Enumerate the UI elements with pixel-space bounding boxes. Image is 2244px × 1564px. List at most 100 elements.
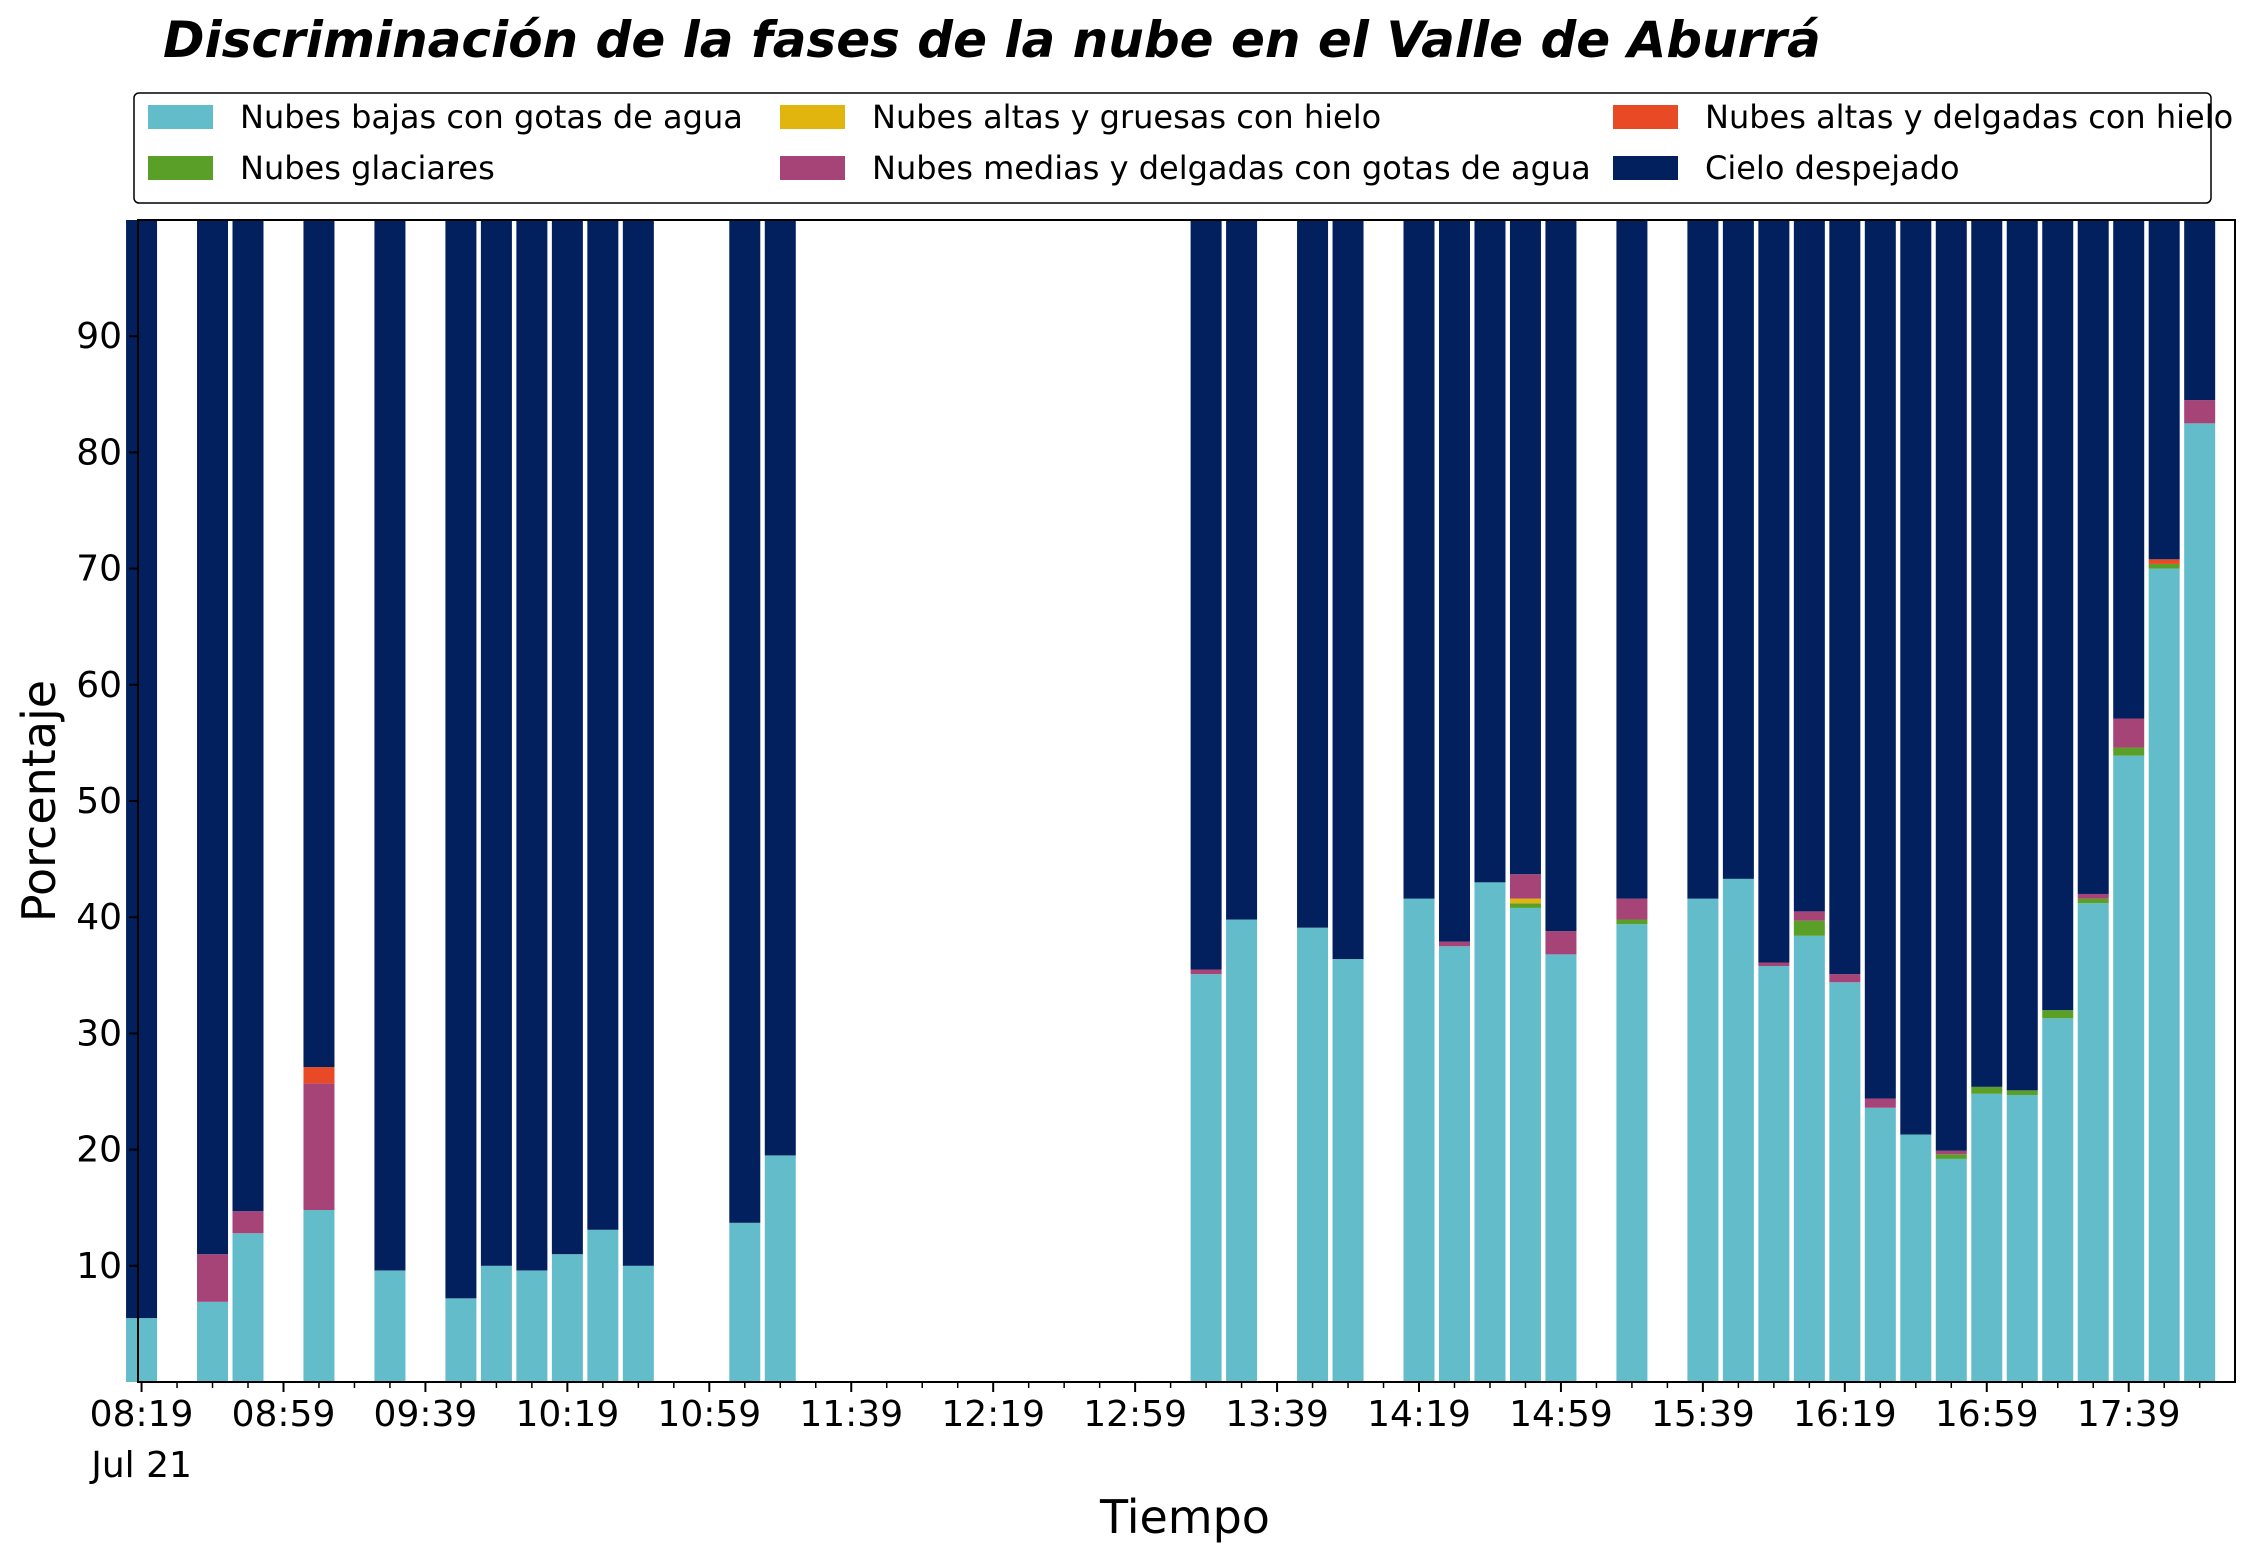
x-tick-label: 12:59 (1083, 1394, 1187, 1435)
segment-cielo-despejado (2006, 220, 2038, 1091)
segment-cielo-despejado (480, 220, 512, 1266)
segment-cielo-despejado (1474, 220, 1506, 883)
x-tick-label: 09:39 (374, 1394, 478, 1435)
segment-nubes-bajas-con-gotas-de-agua (1226, 919, 1258, 1382)
segment-cielo-despejado (1226, 220, 1258, 920)
segment-cielo-despejado (516, 220, 548, 1271)
segment-nubes-medias-y-delgadas-con-gotas-de-agua (2113, 718, 2145, 748)
y-tick-label: 40 (76, 897, 122, 938)
segment-cielo-despejado (1829, 220, 1861, 975)
legend: Nubes bajas con gotas de agua Nubes altas… (148, 98, 2233, 187)
segment-nubes-bajas-con-gotas-de-agua (2006, 1094, 2038, 1382)
bar-1609 (1793, 220, 1825, 1382)
bar-1039 (622, 220, 654, 1382)
segment-cielo-despejado (1332, 220, 1364, 960)
segment-nubes-altas-y-delgadas-con-hielo (303, 1067, 335, 1084)
x-tick-label: 17:39 (2077, 1394, 2181, 1435)
segment-nubes-altas-y-delgadas-con-hielo (2148, 559, 2180, 564)
segment-cielo-despejado (1793, 220, 1825, 912)
segment-nubes-bajas-con-gotas-de-agua (587, 1229, 619, 1382)
segment-cielo-despejado (2077, 220, 2109, 894)
segment-nubes-bajas-con-gotas-de-agua (1793, 935, 1825, 1382)
segment-nubes-bajas-con-gotas-de-agua (1864, 1107, 1896, 1382)
bar-1539 (1687, 220, 1719, 1382)
bar-1719 (2042, 220, 2074, 1382)
segment-cielo-despejado (764, 220, 796, 1156)
y-tick-label: 30 (76, 1013, 122, 1054)
segment-cielo-despejado (551, 220, 583, 1255)
segment-cielo-despejado (1509, 220, 1541, 875)
segment-nubes-bajas-con-gotas-de-agua (729, 1222, 761, 1382)
segment-nubes-bajas-con-gotas-de-agua (1616, 924, 1648, 1382)
segment-nubes-bajas-con-gotas-de-agua (1297, 927, 1329, 1382)
y-tick-label: 50 (76, 781, 122, 822)
segment-nubes-bajas-con-gotas-de-agua (1509, 907, 1541, 1382)
legend-label: Nubes altas y delgadas con hielo (1705, 98, 2233, 136)
segment-cielo-despejado (1758, 220, 1790, 963)
segment-nubes-medias-y-delgadas-con-gotas-de-agua (232, 1211, 264, 1234)
segment-nubes-glaciares (1935, 1154, 1967, 1159)
segment-nubes-bajas-con-gotas-de-agua (197, 1301, 229, 1382)
bar-0909 (303, 220, 335, 1382)
bar-1739 (2113, 220, 2145, 1382)
bar-1759 (2184, 220, 2216, 1383)
segment-nubes-medias-y-delgadas-con-gotas-de-agua (1616, 898, 1648, 920)
bar-1019 (551, 220, 583, 1382)
x-date-label: Jul 21 (89, 1445, 192, 1486)
x-tick-label: 10:59 (657, 1394, 761, 1435)
bar-1709 (2006, 220, 2038, 1382)
segment-nubes-bajas-con-gotas-de-agua (1190, 974, 1222, 1382)
segment-nubes-medias-y-delgadas-con-gotas-de-agua (2184, 400, 2216, 424)
bar-0959 (480, 220, 512, 1382)
segment-nubes-bajas-con-gotas-de-agua (516, 1270, 548, 1382)
bar-1439 (1474, 220, 1506, 1382)
segment-nubes-bajas-con-gotas-de-agua (1403, 898, 1435, 1382)
x-tick-label: 08:19 (90, 1394, 194, 1435)
bar-0849 (232, 220, 264, 1382)
y-tick-label: 70 (76, 549, 122, 590)
segment-nubes-glaciares (1971, 1086, 2003, 1094)
chart-title: Discriminación de la fases de la nube en… (163, 11, 1821, 69)
bar-0949 (445, 220, 477, 1382)
segment-cielo-despejado (232, 220, 264, 1212)
segment-nubes-medias-y-delgadas-con-gotas-de-agua (1758, 962, 1790, 967)
segment-cielo-despejado (587, 220, 619, 1230)
x-tick-label: 11:39 (799, 1394, 903, 1435)
segment-cielo-despejado (445, 220, 477, 1299)
segment-cielo-despejado (1616, 220, 1648, 899)
legend-item-nubes-medias-y-delgadas-con-gotas-de-agua: Nubes medias y delgadas con gotas de agu… (780, 149, 1591, 187)
bar-0819 (126, 220, 158, 1382)
x-tick-label: 14:19 (1367, 1394, 1471, 1435)
legend-swatch (780, 156, 845, 180)
segment-nubes-bajas-con-gotas-de-agua (2148, 568, 2180, 1382)
segment-nubes-bajas-con-gotas-de-agua (1971, 1093, 2003, 1382)
bar-1329 (1226, 220, 1258, 1382)
bar-1109 (729, 220, 761, 1382)
segment-nubes-altas-y-gruesas-con-hielo (1509, 898, 1541, 904)
bar-0839 (197, 220, 229, 1382)
legend-item-nubes-altas-y-gruesas-con-hielo: Nubes altas y gruesas con hielo (780, 98, 1381, 136)
segment-nubes-bajas-con-gotas-de-agua (2113, 755, 2145, 1382)
segment-nubes-bajas-con-gotas-de-agua (1722, 878, 1754, 1382)
bar-1619 (1829, 220, 1861, 1382)
legend-swatch (1613, 156, 1678, 180)
bar-1359 (1332, 220, 1364, 1382)
bar-1029 (587, 220, 619, 1382)
segment-cielo-despejado (1971, 220, 2003, 1087)
bar-1549 (1722, 220, 1754, 1382)
bar-1629 (1864, 220, 1896, 1382)
segment-nubes-bajas-con-gotas-de-agua (764, 1155, 796, 1382)
bar-1729 (2077, 220, 2109, 1382)
segment-nubes-glaciares (2148, 563, 2180, 569)
bar-1559 (1758, 220, 1790, 1382)
bar-1429 (1438, 220, 1470, 1382)
legend-label: Cielo despejado (1705, 149, 1960, 187)
segment-cielo-despejado (1935, 220, 1967, 1151)
segment-nubes-bajas-con-gotas-de-agua (1900, 1134, 1932, 1382)
segment-nubes-medias-y-delgadas-con-gotas-de-agua (1509, 874, 1541, 899)
segment-nubes-medias-y-delgadas-con-gotas-de-agua (2077, 893, 2109, 899)
segment-nubes-bajas-con-gotas-de-agua (1829, 982, 1861, 1382)
segment-cielo-despejado (303, 220, 335, 1068)
